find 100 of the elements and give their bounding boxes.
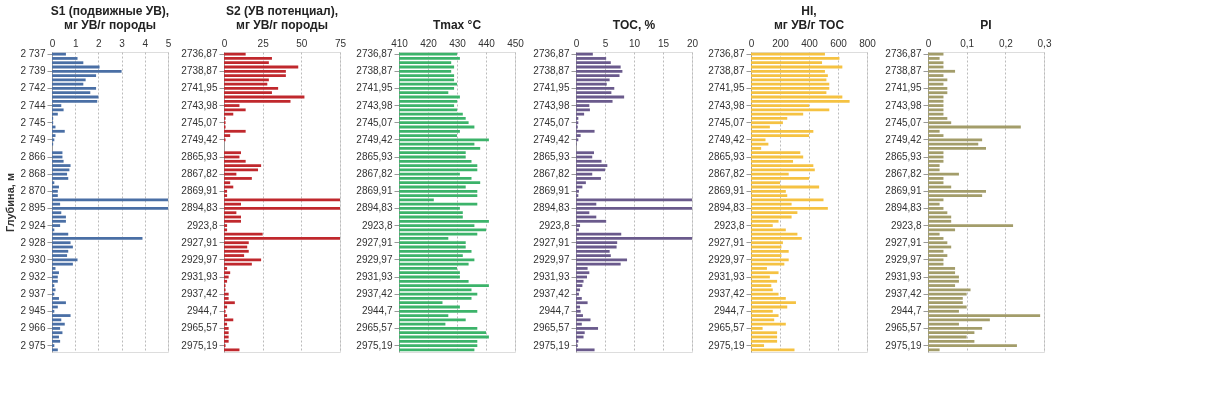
bar: [52, 172, 68, 176]
bar: [52, 284, 55, 287]
y-tick-label: 2867,82: [708, 168, 745, 180]
bar: [751, 108, 830, 112]
y-tick-label: 2931,93: [356, 271, 393, 282]
bar: [751, 134, 809, 137]
y-tick-label: 2741,95: [181, 82, 218, 94]
bar: [576, 249, 610, 253]
bar: [52, 112, 58, 116]
y-tick-label: 2923,8: [361, 219, 393, 231]
bar: [928, 258, 944, 262]
bar: [928, 87, 948, 90]
x-tick-label: 0: [221, 37, 228, 49]
x-tick-label: 410: [391, 37, 409, 49]
bar: [576, 318, 591, 322]
x-tick-label: 3: [119, 37, 126, 49]
x-tick-label: 0: [573, 37, 580, 49]
y-tick-label: 2741,95: [885, 82, 922, 94]
bar: [928, 237, 944, 240]
bar: [576, 99, 613, 103]
y-tick-label: 2965,57: [708, 322, 745, 334]
chart-title: TOC, %: [612, 18, 656, 32]
bar: [751, 314, 779, 317]
y-tick-label: 2 932: [20, 271, 46, 282]
y-tick-label: 2931,93: [181, 271, 218, 282]
y-tick-label: 2944,7: [713, 305, 745, 317]
bar: [751, 164, 814, 167]
bar: [576, 164, 608, 167]
y-tick-label: 2749,42: [181, 133, 218, 145]
bar: [751, 82, 830, 86]
bar: [751, 207, 828, 210]
bar: [224, 339, 229, 343]
bar: [576, 309, 581, 313]
bar: [928, 129, 940, 133]
bar: [52, 301, 66, 305]
y-tick-label: 2931,93: [533, 271, 570, 282]
y-tick-label: 2965,57: [356, 322, 393, 334]
bar: [224, 168, 259, 172]
y-tick-label: 2745,07: [885, 116, 922, 128]
bar: [52, 69, 122, 73]
bar: [928, 297, 963, 300]
bar: [928, 241, 948, 245]
chart-title: HI, мг УВ/г TOC: [773, 4, 845, 32]
bar: [52, 237, 143, 240]
bar: [576, 288, 581, 292]
y-tick-label: 2869,91: [885, 185, 922, 197]
bar: [576, 87, 615, 90]
bar: [928, 159, 944, 163]
y-tick-label: 2 742: [20, 82, 46, 94]
y-tick-label: 2937,42: [533, 288, 570, 300]
bar: [576, 61, 611, 65]
bar: [928, 232, 940, 236]
bar: [52, 151, 63, 155]
bar: [751, 249, 789, 253]
y-tick-label: 2867,82: [181, 168, 218, 180]
y-tick-label: 2 868: [20, 168, 46, 180]
bar: [928, 288, 971, 292]
bar: [52, 249, 69, 253]
bar: [751, 288, 773, 292]
bar: [224, 219, 242, 223]
y-tick-label: 2865,93: [533, 151, 570, 162]
bar: [751, 271, 779, 275]
y-tick-label: 2 737: [20, 48, 46, 60]
x-tick-label: 20: [686, 37, 699, 49]
bar: [928, 344, 1017, 347]
y-tick-label: 2749,42: [708, 133, 745, 145]
bar: [751, 78, 827, 82]
y-tick-label: 2865,93: [708, 151, 745, 162]
y-tick-label: 2736,87: [181, 48, 218, 60]
bar: [928, 164, 940, 167]
bar: [52, 262, 73, 266]
bar: [751, 91, 827, 95]
bar: [751, 57, 840, 60]
bar: [52, 219, 66, 223]
y-tick-label: 2741,95: [533, 82, 570, 94]
bar: [224, 327, 229, 330]
y-tick-label: 2743,98: [708, 99, 745, 111]
bar: [928, 189, 986, 193]
y-tick-label: 2927,91: [533, 236, 570, 248]
y-tick-label: 2 870: [20, 185, 46, 197]
x-tick-label: 0: [925, 37, 932, 49]
bar: [224, 331, 229, 335]
bar: [751, 348, 795, 352]
y-tick-label: 2869,91: [533, 185, 570, 197]
y-tick-label: 2 928: [20, 236, 46, 248]
y-tick-label: 2927,91: [181, 236, 218, 248]
bar: [52, 292, 55, 296]
x-tick-label: 25: [257, 37, 270, 49]
bar: [928, 138, 983, 142]
y-tick-label: 2745,07: [356, 116, 393, 128]
y-tick-label: 2931,93: [885, 271, 922, 282]
bar: [52, 327, 61, 330]
bar: [928, 279, 959, 283]
y-tick-label: 2894,83: [885, 202, 922, 214]
bar: [576, 279, 584, 283]
y-tick-label: 2 937: [20, 288, 46, 300]
bar: [751, 237, 802, 240]
bar: [751, 168, 815, 172]
bar: [928, 91, 948, 95]
bar: [928, 78, 948, 82]
